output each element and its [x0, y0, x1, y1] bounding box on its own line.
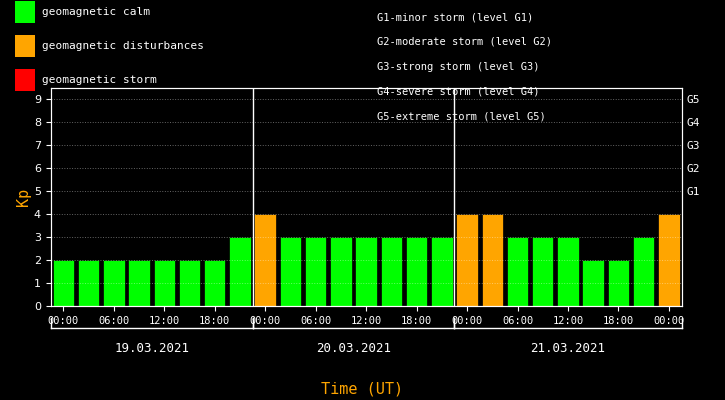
- Text: 20.03.2021: 20.03.2021: [316, 342, 391, 354]
- Bar: [128, 260, 150, 306]
- Text: G4-severe storm (level G4): G4-severe storm (level G4): [377, 86, 539, 96]
- Text: G2-moderate storm (level G2): G2-moderate storm (level G2): [377, 37, 552, 47]
- Bar: [330, 237, 352, 306]
- Text: geomagnetic disturbances: geomagnetic disturbances: [42, 41, 204, 51]
- Bar: [204, 260, 225, 306]
- Text: G1-minor storm (level G1): G1-minor storm (level G1): [377, 12, 534, 22]
- Bar: [381, 237, 402, 306]
- Text: G3-strong storm (level G3): G3-strong storm (level G3): [377, 62, 539, 72]
- Bar: [633, 237, 655, 306]
- Text: geomagnetic storm: geomagnetic storm: [42, 75, 157, 85]
- Text: geomagnetic calm: geomagnetic calm: [42, 7, 150, 17]
- Text: 21.03.2021: 21.03.2021: [531, 342, 605, 354]
- Bar: [507, 237, 529, 306]
- Bar: [355, 237, 377, 306]
- Bar: [406, 237, 427, 306]
- Bar: [456, 214, 478, 306]
- Text: Time (UT): Time (UT): [321, 381, 404, 396]
- Bar: [103, 260, 125, 306]
- Text: G5-extreme storm (level G5): G5-extreme storm (level G5): [377, 111, 546, 121]
- Bar: [558, 237, 579, 306]
- Bar: [179, 260, 200, 306]
- Bar: [280, 237, 301, 306]
- Bar: [154, 260, 175, 306]
- Bar: [305, 237, 326, 306]
- Bar: [53, 260, 74, 306]
- Bar: [431, 237, 452, 306]
- Bar: [658, 214, 679, 306]
- Bar: [254, 214, 276, 306]
- Bar: [608, 260, 629, 306]
- Bar: [532, 237, 553, 306]
- Bar: [78, 260, 99, 306]
- Bar: [229, 237, 251, 306]
- Bar: [481, 214, 503, 306]
- Text: 19.03.2021: 19.03.2021: [114, 342, 189, 354]
- Y-axis label: Kp: Kp: [16, 188, 31, 206]
- Bar: [582, 260, 604, 306]
